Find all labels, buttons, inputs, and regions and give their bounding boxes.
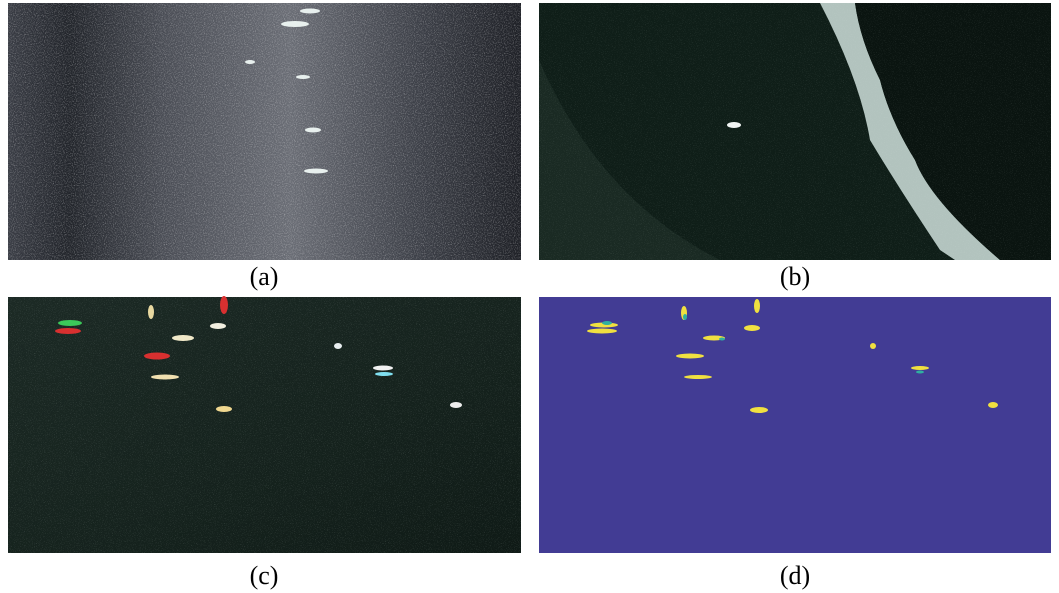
- caption: (a): [250, 262, 279, 291]
- image: [539, 297, 1051, 553]
- page: (a) (b) (c): [0, 0, 1059, 593]
- ship: [727, 122, 741, 128]
- texture: [539, 3, 1051, 260]
- panel-a: [8, 3, 521, 260]
- panel-c: [8, 296, 521, 553]
- caption: (c): [250, 561, 279, 590]
- texture: [8, 3, 521, 260]
- caption: (d): [780, 561, 810, 590]
- caption: (b): [780, 262, 810, 291]
- panel-d: [539, 297, 1051, 553]
- texture: [8, 297, 521, 553]
- panel-b: [539, 3, 1051, 260]
- figure: (a) (b) (c): [0, 0, 1059, 593]
